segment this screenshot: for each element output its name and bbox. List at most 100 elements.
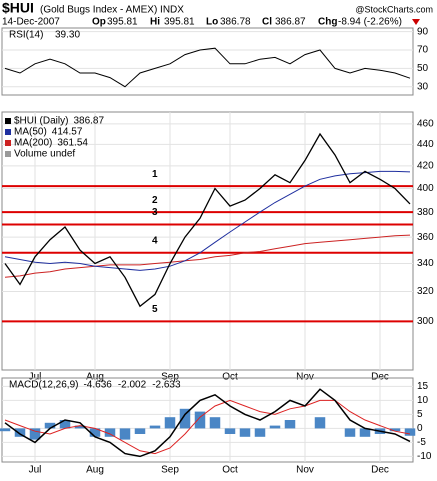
x-tick-label: Dec [371, 372, 389, 383]
rsi-value: 39.30 [55, 30, 80, 41]
y-tick-label: 15 [417, 381, 429, 392]
histogram-bar [149, 425, 161, 429]
y-tick-label: -10 [417, 451, 432, 462]
legend-value: 361.54 [57, 138, 88, 149]
x-tick-label: Sep [161, 372, 179, 383]
field-label: Chg [318, 17, 337, 28]
legend-value: 414.57 [52, 127, 83, 138]
x-tick-label: Aug [86, 372, 104, 383]
source: @StockCharts.com [355, 4, 433, 14]
series-line [4, 234, 411, 278]
legend-swatch [5, 140, 11, 146]
histogram-bar [74, 425, 86, 429]
level-label: 4 [152, 235, 158, 246]
histogram-bar [134, 428, 146, 434]
series-line [4, 132, 411, 308]
histogram-bar [14, 428, 26, 437]
symbol: $HUI [2, 0, 34, 16]
histogram-bar [194, 411, 206, 429]
histogram-bar [104, 428, 116, 437]
y-tick-label: 50 [417, 63, 429, 74]
y-tick-label: 360 [417, 232, 434, 243]
field-value: 395.81 [107, 17, 138, 28]
field-value: -8.94 (-2.26%) [338, 17, 402, 28]
series-line [4, 388, 411, 458]
series-line [4, 399, 411, 455]
histogram-bar [89, 428, 101, 437]
histogram-bar [314, 417, 326, 429]
histogram-bar [29, 428, 41, 440]
histogram-bar [344, 428, 356, 437]
y-tick-label: 400 [417, 183, 434, 194]
x-tick-label: Aug [86, 465, 104, 476]
x-tick-label: Oct [222, 372, 238, 383]
y-tick-label: 380 [417, 207, 434, 218]
x-tick-label: Jul [29, 465, 42, 476]
level-label: 2 [152, 195, 158, 206]
y-tick-label: 90 [417, 26, 429, 37]
y-tick-label: 5 [417, 409, 423, 420]
field-value: 386.78 [220, 17, 251, 28]
y-tick-label: 460 [417, 119, 434, 130]
histogram-bar [254, 428, 266, 437]
field-label: Op [92, 17, 106, 28]
y-tick-label: 340 [417, 258, 434, 269]
series-line [4, 170, 411, 271]
histogram-bar [0, 428, 11, 432]
panel-frame [1, 27, 414, 96]
histogram-bar [59, 420, 71, 429]
x-tick-label: Dec [371, 465, 389, 476]
legend-swatch [5, 151, 11, 157]
y-tick-label: 320 [417, 286, 434, 297]
level-label: 1 [152, 169, 158, 180]
x-tick-label: Oct [222, 465, 238, 476]
y-tick-label: 420 [417, 161, 434, 172]
series-line [4, 47, 411, 88]
macd-title: MACD(12,26,9) [9, 380, 78, 391]
field-value: 386.87 [275, 17, 306, 28]
y-tick-label: -5 [417, 437, 426, 448]
y-tick-label: 70 [417, 45, 429, 56]
x-tick-label: Nov [296, 465, 314, 476]
down-arrow [412, 19, 420, 25]
histogram-bar [269, 425, 281, 429]
legend-name: MA(200) [14, 138, 52, 149]
macd-value: -2.002 [118, 380, 147, 391]
x-tick-label: Jul [29, 372, 42, 383]
histogram-bar [119, 428, 131, 440]
legend-swatch [5, 118, 11, 124]
legend-value: 386.87 [73, 116, 104, 127]
histogram-bar [389, 428, 401, 432]
legend-name: MA(50) [14, 127, 47, 138]
field-value: 395.81 [164, 17, 195, 28]
histogram-bar [404, 428, 416, 436]
histogram-bar [239, 428, 251, 437]
field-label: Hi [150, 17, 160, 28]
macd-value: -2.633 [152, 380, 181, 391]
macd-value: -4.636 [83, 380, 112, 391]
histogram-bar [284, 420, 296, 429]
histogram-bar [209, 417, 221, 429]
y-tick-label: 30 [417, 81, 429, 92]
level-label: 3 [152, 207, 158, 218]
histogram-bar [224, 428, 236, 434]
legend-swatch [5, 129, 11, 135]
date: 14-Dec-2007 [2, 17, 60, 28]
panel-frame [1, 111, 414, 371]
panel-frame [1, 377, 414, 463]
level-label: 5 [152, 304, 158, 315]
legend-name: Volume undef [14, 149, 75, 160]
y-tick-label: 440 [417, 139, 434, 150]
field-label: Cl [262, 17, 272, 28]
y-tick-label: 0 [417, 423, 423, 434]
legend-name: $HUI (Daily) [14, 116, 68, 127]
histogram-bar [179, 408, 191, 429]
histogram-bar [164, 417, 176, 429]
y-tick-label: 300 [417, 316, 434, 327]
y-tick-label: 10 [417, 395, 429, 406]
histogram-bar [359, 428, 371, 437]
rsi-name: RSI(14) [9, 30, 43, 41]
histogram-bar [44, 422, 56, 429]
field-label: Lo [206, 17, 218, 28]
